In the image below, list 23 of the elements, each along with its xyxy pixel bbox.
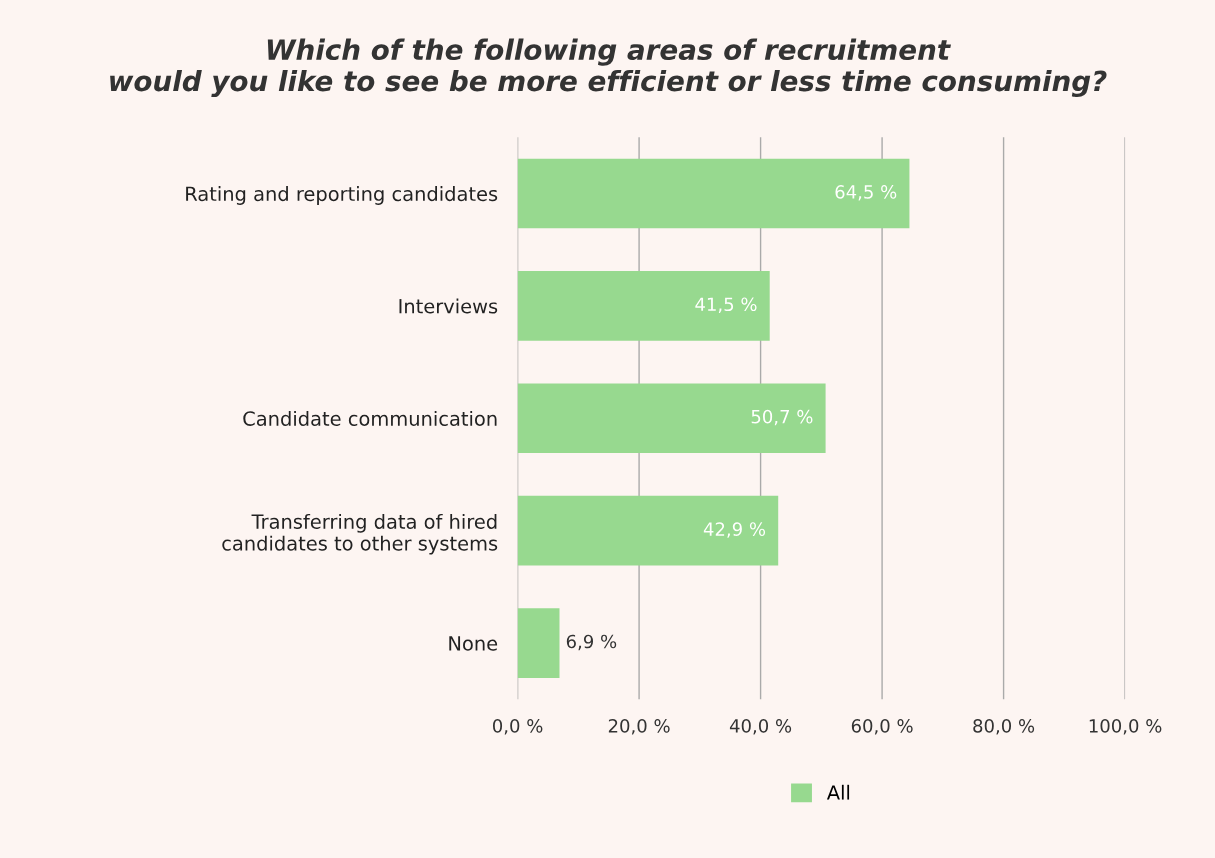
data-label: 41,5 % [695,297,757,313]
y-tick-label: Interviews [399,298,498,314]
bar [517,495,779,566]
x-tick-label: 100,0 % [1089,719,1162,735]
y-tick-label: Candidate communication [243,410,497,426]
x-tick-label: 20,0 % [608,719,670,735]
bar [517,383,826,454]
x-tick-label: 40,0 % [729,719,792,735]
y-tick-label: Transferring data of hired candidates to other systems [222,513,498,555]
x-tick-label: 60,0 % [851,719,913,735]
x-tick-label: 80,0 % [973,719,1035,735]
bar [517,271,770,341]
data-label: 6,9 % [566,634,617,651]
data-label: 64,5 % [835,185,897,201]
legend-label: All [826,784,850,800]
y-tick-label: None [449,636,498,651]
x-tick-label: 0,0 % [492,719,543,735]
data-label: 50,7 % [751,409,813,426]
bar [517,158,910,229]
data-label: 42,9 % [703,522,766,538]
bar [517,608,560,678]
chart-title: Which of the following areas of recruitment would you like to see be more efficient or less time consuming? [110,38,1107,98]
y-tick-label: Rating and reporting candidates [186,186,498,205]
